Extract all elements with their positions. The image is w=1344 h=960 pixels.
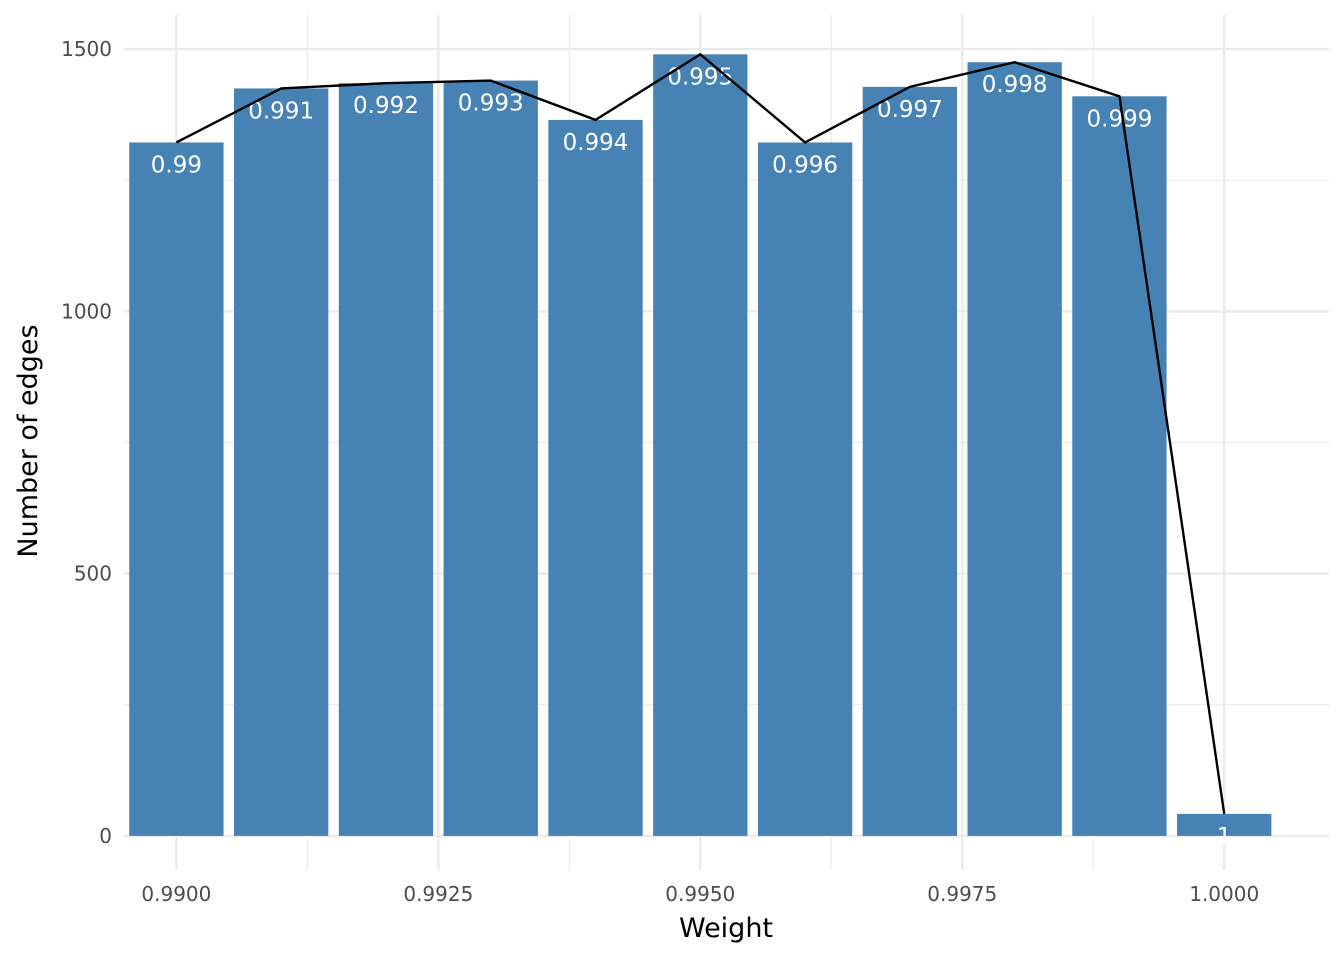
trend-polyline: [175, 52, 1226, 815]
y-tick-label: 1000: [61, 299, 112, 323]
y-tick-label: 500: [74, 562, 112, 586]
bar: [862, 86, 958, 836]
bar: [967, 62, 1062, 836]
bar: [443, 80, 538, 836]
bar: [757, 142, 853, 836]
bar-label: 0.999: [1087, 106, 1153, 132]
y-axis-title: Number of edges: [13, 324, 44, 557]
x-tick-label: 1.0000: [1189, 882, 1259, 906]
x-tick-label: 0.9950: [665, 882, 735, 906]
bar-label: 0.992: [353, 93, 419, 119]
x-tick-labels: 0.9900 0.9925 0.9950 0.9975 1.0000: [141, 882, 1259, 906]
bar-label: 0.996: [772, 152, 838, 178]
bar: [234, 88, 329, 836]
bar: [1177, 813, 1272, 836]
bar-label: 0.994: [563, 130, 629, 156]
bar-label: 0.998: [982, 72, 1048, 98]
bar-label: 1: [1217, 824, 1232, 850]
bar: [653, 54, 748, 836]
bar: [1072, 96, 1167, 836]
y-tick-label: 1500: [61, 37, 112, 61]
bar: [338, 83, 434, 836]
bar-label: 0.997: [877, 97, 943, 123]
x-tick-label: 0.9975: [927, 882, 997, 906]
bar-label: 0.99: [151, 152, 202, 178]
y-tick-labels: 0 500 1000 1500: [61, 37, 112, 848]
bar-label: 0.991: [248, 98, 314, 124]
bars: [129, 54, 1272, 836]
x-tick-label: 0.9900: [141, 882, 211, 906]
bar-label: 0.993: [458, 91, 524, 117]
y-tick-label: 0: [99, 824, 112, 848]
bar-labels: 0.990.991 0.992 0.9930.9940.9950.9960.9970…: [151, 64, 1232, 850]
bar: [548, 119, 643, 836]
x-tick-label: 0.9925: [403, 882, 473, 906]
x-axis-title: Weight: [679, 913, 773, 944]
bar: [129, 142, 224, 836]
trend-line: [175, 52, 1226, 815]
